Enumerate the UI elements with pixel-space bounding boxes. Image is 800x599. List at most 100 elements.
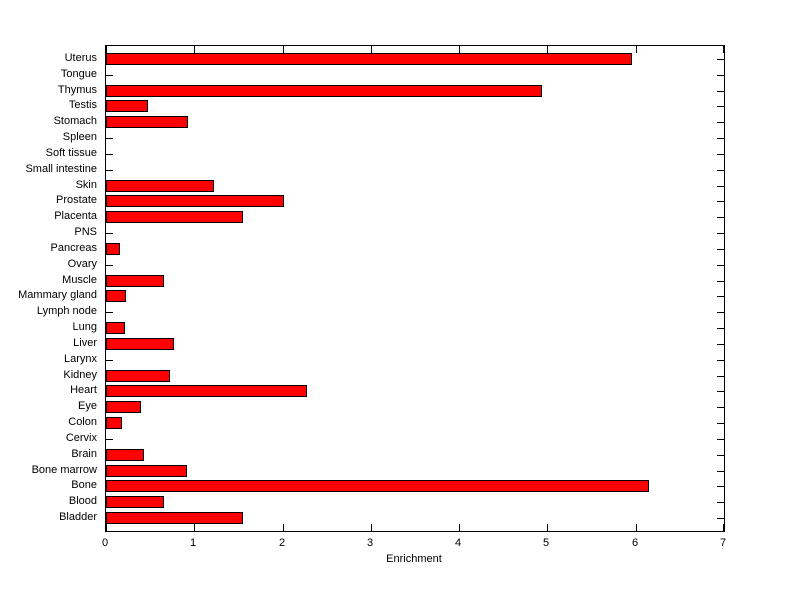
y-axis-label: Heart	[70, 384, 97, 396]
y-axis-label: Colon	[68, 416, 97, 428]
bar-placenta	[106, 211, 243, 223]
y-tick	[717, 122, 724, 123]
y-tick	[717, 391, 724, 392]
y-tick	[106, 170, 113, 171]
x-tick-label: 2	[278, 537, 286, 549]
y-axis-label: Lymph node	[36, 305, 97, 317]
bar-eye	[106, 401, 141, 413]
bar-kidney	[106, 370, 170, 382]
x-tick-label: 5	[542, 537, 550, 549]
y-axis-label: Thymus	[57, 84, 97, 96]
y-tick	[106, 312, 113, 313]
bar-skin	[106, 180, 214, 192]
y-tick	[106, 439, 113, 440]
y-axis-label: Eye	[78, 400, 97, 412]
bar-bone-marrow	[106, 465, 187, 477]
x-tick	[459, 46, 460, 53]
bar-brain	[106, 449, 144, 461]
plot-area	[105, 45, 725, 532]
y-axis-label: Larynx	[63, 353, 97, 365]
x-tick-label: 0	[101, 537, 109, 549]
y-axis-labels: Uterus Tongue Thymus Testis Stomach Spleen Sof…	[0, 45, 101, 532]
x-tick	[106, 46, 107, 53]
bar-lung	[106, 322, 125, 334]
bar-blood	[106, 496, 164, 508]
y-axis-label: PNS	[74, 226, 97, 238]
y-tick	[717, 217, 724, 218]
y-axis-label: Small intestine	[25, 163, 97, 175]
y-axis-label: Placenta	[54, 210, 97, 222]
y-tick	[717, 296, 724, 297]
y-tick	[106, 154, 113, 155]
y-tick	[106, 233, 113, 234]
y-tick	[106, 138, 113, 139]
bar-pancreas	[106, 243, 120, 255]
bar-muscle	[106, 275, 164, 287]
y-axis-label: Liver	[73, 337, 97, 349]
y-axis-label: Bladder	[59, 511, 97, 523]
y-tick	[717, 312, 724, 313]
x-tick	[723, 524, 724, 531]
y-tick	[717, 91, 724, 92]
y-tick	[717, 59, 724, 60]
y-tick	[717, 518, 724, 519]
y-axis-label: Pancreas	[50, 242, 97, 254]
y-tick	[717, 186, 724, 187]
bar-testis	[106, 100, 148, 112]
y-axis-label: Stomach	[53, 115, 97, 127]
bar-stomach	[106, 116, 188, 128]
y-axis-label: Lung	[72, 321, 97, 333]
y-axis-label: Tongue	[60, 68, 97, 80]
y-axis-label: Mammary gland	[18, 289, 97, 301]
bar-prostate	[106, 195, 284, 207]
x-tick	[547, 524, 548, 531]
y-axis-label: Kidney	[63, 369, 97, 381]
y-tick	[717, 154, 724, 155]
x-axis-title: Enrichment	[386, 553, 442, 565]
y-axis-label: Bone marrow	[31, 464, 97, 476]
y-tick	[717, 471, 724, 472]
y-tick	[717, 360, 724, 361]
y-tick	[717, 233, 724, 234]
y-axis-label: Blood	[68, 495, 97, 507]
y-tick	[106, 75, 113, 76]
y-tick	[717, 486, 724, 487]
x-tick	[371, 46, 372, 53]
y-tick	[717, 423, 724, 424]
y-tick	[717, 170, 724, 171]
bar-thymus	[106, 85, 542, 97]
x-tick	[459, 524, 460, 531]
y-axis-label: Muscle	[62, 274, 97, 286]
y-axis-label: Skin	[75, 179, 97, 191]
y-tick	[717, 201, 724, 202]
y-tick	[717, 439, 724, 440]
x-tick	[547, 46, 548, 53]
y-axis-label: Cervix	[65, 432, 97, 444]
x-tick	[283, 46, 284, 53]
x-tick	[636, 46, 637, 53]
x-tick	[194, 46, 195, 53]
y-tick	[717, 265, 724, 266]
y-tick	[717, 328, 724, 329]
x-tick-label: 4	[454, 537, 462, 549]
y-tick	[717, 344, 724, 345]
bar-colon	[106, 417, 122, 429]
y-tick	[717, 502, 724, 503]
x-tick	[283, 524, 284, 531]
bar-liver	[106, 338, 174, 350]
y-axis-label: Ovary	[67, 258, 97, 270]
bar-bladder	[106, 512, 243, 524]
bar-uterus	[106, 53, 632, 65]
y-tick	[717, 75, 724, 76]
y-tick	[717, 376, 724, 377]
x-tick	[194, 524, 195, 531]
y-tick	[717, 455, 724, 456]
bar-bone	[106, 480, 649, 492]
y-tick	[717, 407, 724, 408]
y-axis-label: Spleen	[62, 131, 97, 143]
y-tick	[106, 360, 113, 361]
y-tick	[717, 106, 724, 107]
y-axis-label: Bone	[71, 479, 97, 491]
y-axis-label: Prostate	[56, 194, 97, 206]
